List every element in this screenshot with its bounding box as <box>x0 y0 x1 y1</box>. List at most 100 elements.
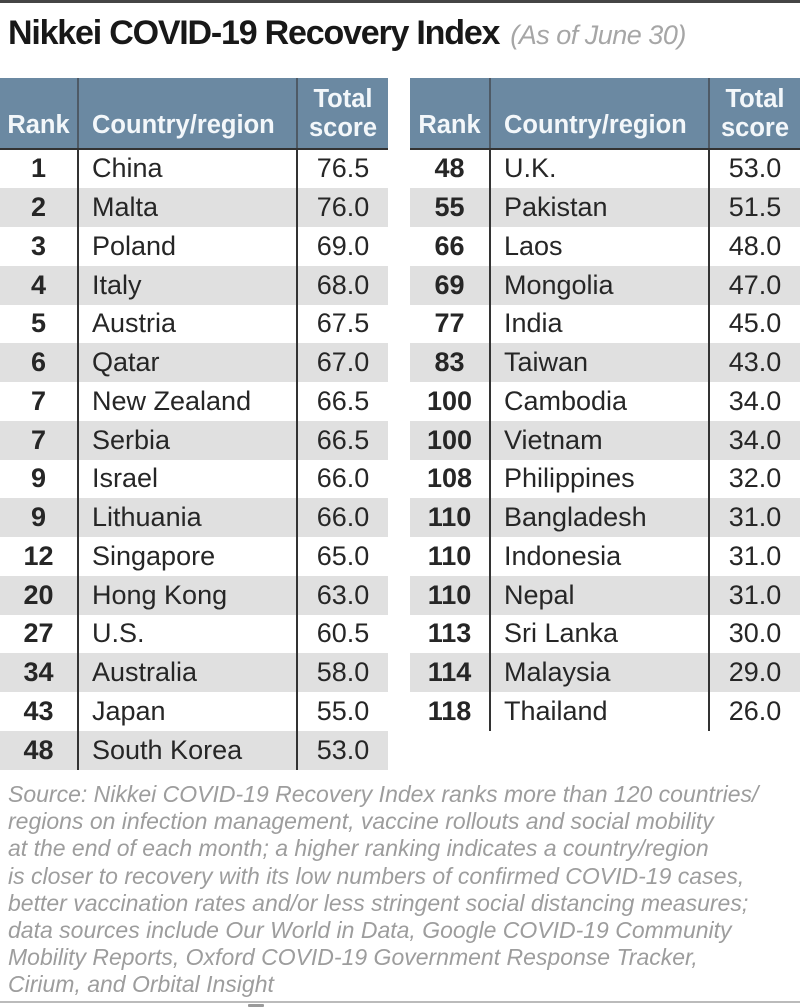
ranking-table-right: Rank Country/region Total score 48 U.K. 53… <box>410 78 800 731</box>
rank-cell: 9 <box>30 502 47 533</box>
country-cell: Qatar <box>92 347 160 378</box>
column-divider <box>77 78 79 148</box>
column-divider <box>708 459 710 499</box>
column-divider <box>708 343 710 382</box>
score-cell: 76.5 <box>316 153 370 184</box>
column-divider <box>708 188 710 227</box>
column-divider <box>708 304 710 344</box>
rank-cell: 6 <box>30 347 47 378</box>
score-cell: 67.5 <box>316 308 370 339</box>
rank-cell: 55 <box>434 192 465 223</box>
table-row: 5 Austria 67.5 <box>0 304 388 344</box>
table-row: 4 Italy 68.0 <box>0 265 388 305</box>
country-cell: Taiwan <box>504 347 589 378</box>
table-row: 7 Serbia 66.5 <box>0 420 388 460</box>
table-row: 48 South Korea 53.0 <box>0 730 388 770</box>
column-divider <box>489 78 491 148</box>
country-cell: Nepal <box>504 579 575 610</box>
table-row: 34 Australia 58.0 <box>0 653 388 692</box>
score-cell: 55.0 <box>316 695 370 726</box>
score-cell: 63.0 <box>316 579 370 610</box>
table-row: 69 Mongolia 47.0 <box>410 265 800 305</box>
column-divider <box>296 188 298 227</box>
column-divider <box>296 227 298 266</box>
score-cell: 65.0 <box>316 540 370 571</box>
column-divider <box>296 459 298 499</box>
column-divider <box>489 498 491 537</box>
country-cell: Bangladesh <box>504 502 647 533</box>
column-divider <box>77 343 79 382</box>
rank-cell: 27 <box>23 618 54 649</box>
column-divider <box>77 459 79 499</box>
column-divider <box>77 304 79 344</box>
score-cell: 34.0 <box>728 424 782 455</box>
column-divider <box>708 265 710 305</box>
country-cell: U.S. <box>92 618 145 649</box>
column-divider <box>489 149 491 189</box>
table-row: 100 Vietnam 34.0 <box>410 420 800 460</box>
score-cell: 66.0 <box>316 502 370 533</box>
column-divider <box>77 653 79 692</box>
bottom-border <box>0 1001 800 1003</box>
table-row: 48 U.K. 53.0 <box>410 149 800 189</box>
column-divider <box>77 227 79 266</box>
column-divider <box>708 537 710 576</box>
table-row: 110 Nepal 31.0 <box>410 575 800 615</box>
score-cell: 58.0 <box>316 657 370 688</box>
table-header: Rank Country/region Total score <box>0 78 388 150</box>
page-title: Nikkei COVID-19 Recovery Index <box>8 14 500 52</box>
table-body-right: 48 U.K. 53.0 55 Pakistan 51.5 66 Laos 48.0 69 Mong… <box>410 149 800 731</box>
table-row: 118 Thailand 26.0 <box>410 692 800 731</box>
country-cell: China <box>92 153 163 184</box>
country-cell: Thailand <box>504 695 608 726</box>
column-divider <box>708 78 710 148</box>
country-cell: Vietnam <box>504 424 603 455</box>
rank-cell: 9 <box>30 463 47 494</box>
column-divider <box>708 420 710 460</box>
column-divider <box>489 304 491 344</box>
country-cell: India <box>504 308 563 339</box>
table-row: 20 Hong Kong 63.0 <box>0 575 388 615</box>
rank-cell: 7 <box>30 424 47 455</box>
page-subtitle: (As of June 30) <box>510 20 686 50</box>
rank-cell: 1 <box>30 153 47 184</box>
column-divider <box>708 614 710 654</box>
rank-cell: 48 <box>23 734 54 765</box>
table-row: 27 U.S. 60.5 <box>0 614 388 654</box>
table-row: 77 India 45.0 <box>410 304 800 344</box>
column-divider <box>708 692 710 731</box>
rank-cell: 100 <box>426 424 473 455</box>
column-divider <box>489 653 491 692</box>
score-cell: 51.5 <box>728 192 782 223</box>
column-divider <box>296 730 298 770</box>
source-note-line: Mobility Reports, Oxford COVID-19 Govern… <box>8 944 698 971</box>
score-cell: 66.5 <box>316 424 370 455</box>
country-cell: Malta <box>92 192 159 223</box>
source-note-line: Cirium, and Orbital Insight <box>8 971 274 998</box>
table-row: 3 Poland 69.0 <box>0 227 388 266</box>
total-label: Total <box>725 84 785 113</box>
total-label: Total <box>313 84 373 113</box>
column-divider <box>296 653 298 692</box>
score-cell: 76.0 <box>316 192 370 223</box>
column-divider <box>77 498 79 537</box>
source-note: Source: Nikkei COVID-19 Recovery Index r… <box>8 781 758 999</box>
rank-cell: 110 <box>427 502 472 533</box>
country-cell: Sri Lanka <box>504 618 619 649</box>
column-divider <box>296 78 298 148</box>
rank-cell: 77 <box>434 308 465 339</box>
col-header-rank: Rank <box>7 110 70 139</box>
column-divider <box>489 227 491 266</box>
score-cell: 31.0 <box>728 579 782 610</box>
col-header-total-score: Total score <box>710 78 800 148</box>
column-divider <box>77 575 79 615</box>
column-divider <box>489 537 491 576</box>
country-cell: Japan <box>92 695 166 726</box>
rank-cell: 114 <box>427 657 472 688</box>
source-note-line: regions on infection management, vaccine… <box>8 808 714 835</box>
table-row: 12 Singapore 65.0 <box>0 537 388 576</box>
column-divider <box>296 149 298 189</box>
table-row: 2 Malta 76.0 <box>0 188 388 227</box>
source-note-line: Source: Nikkei COVID-19 Recovery Index r… <box>8 781 759 807</box>
score-cell: 66.5 <box>316 385 370 416</box>
